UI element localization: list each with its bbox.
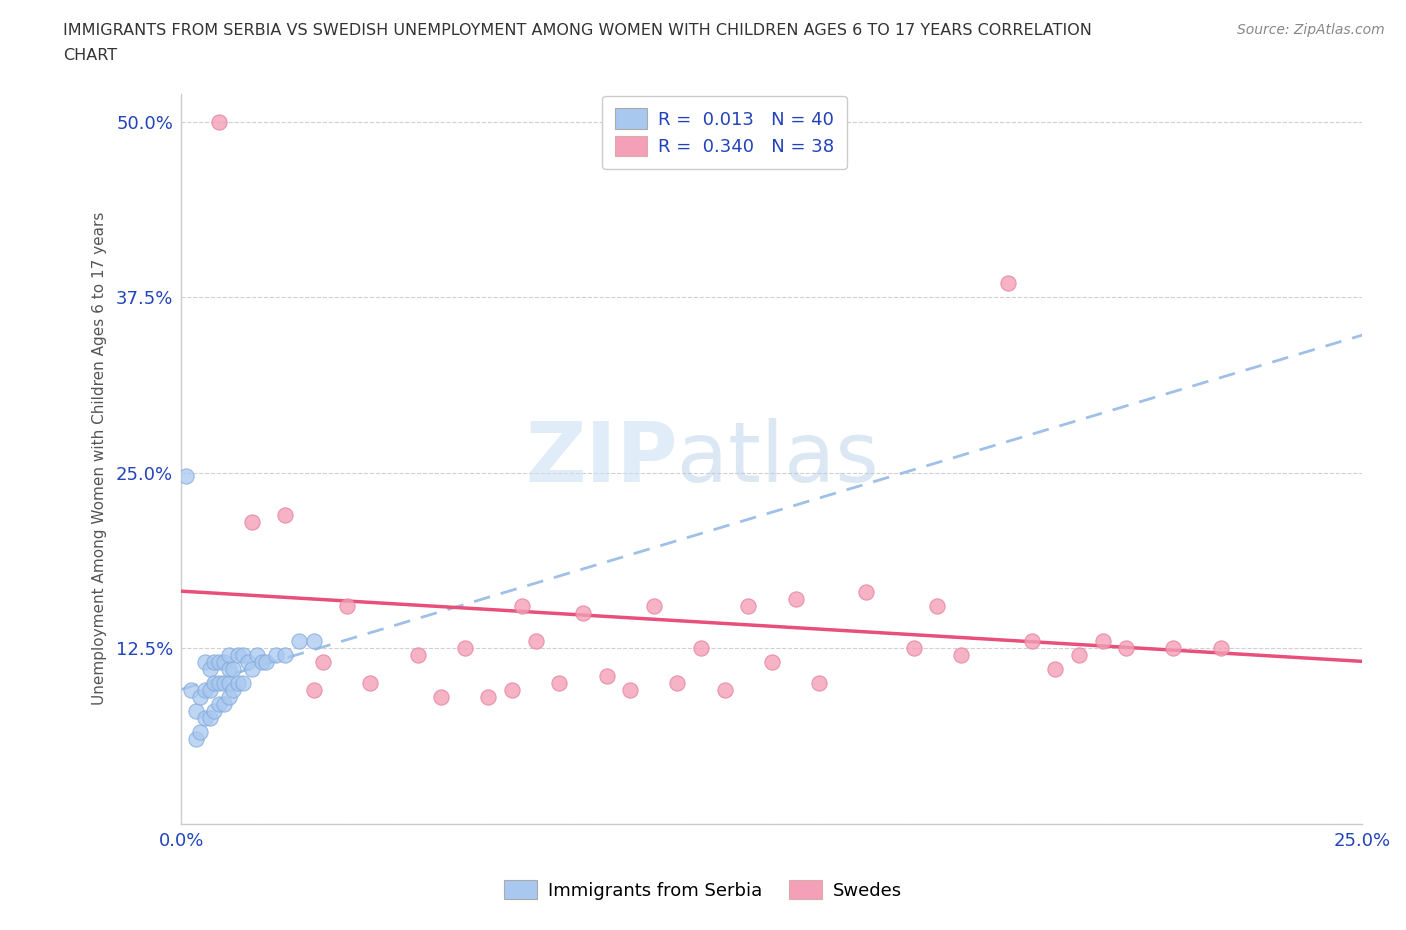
Point — [997, 276, 1019, 291]
Point — [184, 704, 207, 719]
Point — [274, 508, 297, 523]
Point — [1067, 648, 1090, 663]
Point — [208, 676, 231, 691]
Text: IMMIGRANTS FROM SERBIA VS SWEDISH UNEMPLOYMENT AMONG WOMEN WITH CHILDREN AGES 6 : IMMIGRANTS FROM SERBIA VS SWEDISH UNEMPL… — [63, 23, 1092, 38]
Point — [212, 697, 235, 711]
Point — [477, 690, 499, 705]
Point — [204, 655, 226, 670]
Point — [430, 690, 453, 705]
Point — [218, 662, 240, 677]
Point — [180, 683, 202, 698]
Point — [785, 591, 807, 606]
Point — [204, 676, 226, 691]
Point — [454, 641, 477, 656]
Point — [250, 655, 273, 670]
Point — [855, 585, 877, 600]
Point — [274, 648, 297, 663]
Point — [927, 599, 949, 614]
Point — [737, 599, 759, 614]
Point — [240, 662, 263, 677]
Point — [198, 683, 221, 698]
Point — [246, 648, 269, 663]
Point — [713, 683, 735, 698]
Text: CHART: CHART — [63, 48, 117, 63]
Point — [619, 683, 641, 698]
Point — [222, 683, 245, 698]
Point — [188, 690, 211, 705]
Text: ZIP: ZIP — [524, 418, 678, 499]
Point — [903, 641, 925, 656]
Point — [572, 605, 595, 620]
Point — [218, 690, 240, 705]
Point — [194, 655, 217, 670]
Point — [194, 711, 217, 725]
Legend: Immigrants from Serbia, Swedes: Immigrants from Serbia, Swedes — [498, 873, 908, 907]
Point — [302, 633, 325, 648]
Point — [188, 725, 211, 740]
Point — [666, 676, 689, 691]
Point — [204, 704, 226, 719]
Point — [761, 655, 783, 670]
Point — [548, 676, 571, 691]
Point — [690, 641, 713, 656]
Point — [240, 514, 263, 529]
Point — [254, 655, 277, 670]
Point — [198, 711, 221, 725]
Point — [208, 697, 231, 711]
Point — [226, 676, 249, 691]
Point — [212, 676, 235, 691]
Point — [359, 676, 381, 691]
Point — [643, 599, 665, 614]
Text: atlas: atlas — [678, 418, 879, 499]
Point — [198, 662, 221, 677]
Point — [336, 599, 359, 614]
Point — [264, 648, 287, 663]
Point — [302, 683, 325, 698]
Point — [1163, 641, 1185, 656]
Point — [236, 655, 259, 670]
Point — [949, 648, 972, 663]
Point — [1091, 633, 1114, 648]
Point — [232, 648, 254, 663]
Point — [406, 648, 429, 663]
Point — [312, 655, 335, 670]
Point — [501, 683, 523, 698]
Point — [184, 732, 207, 747]
Point — [208, 114, 231, 129]
Point — [222, 662, 245, 677]
Point — [1045, 662, 1067, 677]
Point — [194, 683, 217, 698]
Point — [226, 648, 249, 663]
Point — [218, 648, 240, 663]
Text: Source: ZipAtlas.com: Source: ZipAtlas.com — [1237, 23, 1385, 37]
Point — [232, 676, 254, 691]
Point — [808, 676, 831, 691]
Legend: R =  0.013   N = 40, R =  0.340   N = 38: R = 0.013 N = 40, R = 0.340 N = 38 — [602, 96, 846, 169]
Point — [174, 468, 197, 483]
Point — [208, 655, 231, 670]
Point — [1021, 633, 1043, 648]
Point — [218, 676, 240, 691]
Point — [212, 655, 235, 670]
Point — [1115, 641, 1137, 656]
Point — [288, 633, 311, 648]
Point — [1209, 641, 1232, 656]
Point — [510, 599, 533, 614]
Y-axis label: Unemployment Among Women with Children Ages 6 to 17 years: Unemployment Among Women with Children A… — [93, 212, 107, 706]
Point — [524, 633, 547, 648]
Point — [595, 669, 617, 684]
